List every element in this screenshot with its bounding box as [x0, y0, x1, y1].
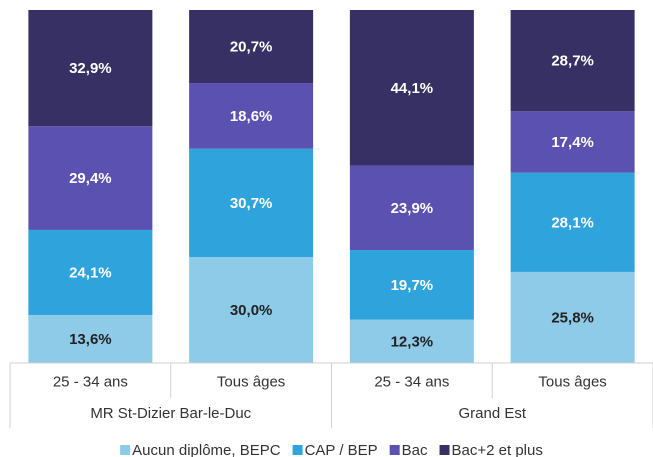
data-label: 44,1%: [391, 80, 434, 97]
bar-segment: [349, 10, 474, 166]
bar-segment: [349, 319, 474, 363]
data-label: 12,3%: [391, 333, 434, 350]
data-label: 25,8%: [551, 309, 594, 326]
data-label: 30,7%: [230, 195, 273, 212]
bar-segment: [510, 111, 635, 173]
data-label: 24,1%: [69, 264, 112, 281]
x-tick-label: Tous âges: [538, 373, 606, 390]
bar-segment: [349, 165, 474, 251]
data-label: 32,9%: [69, 60, 112, 77]
data-label: 30,0%: [230, 302, 273, 319]
data-label: 20,7%: [230, 39, 273, 56]
x-tick-label: 25 - 34 ans: [53, 373, 128, 390]
legend-label: Bac: [402, 442, 428, 457]
x-tick-label: 25 - 34 ans: [374, 373, 449, 390]
bar-segment: [189, 148, 314, 258]
data-label: 29,4%: [69, 170, 112, 187]
legend-swatch: [439, 445, 450, 455]
data-label: 28,7%: [551, 53, 594, 70]
legend-label: Bac+2 et plus: [452, 442, 543, 457]
data-label: 13,6%: [69, 331, 112, 348]
bar-segment: [28, 10, 153, 127]
group-label: MR St-Dizier Bar-le-Duc: [90, 405, 251, 422]
bar-segment: [510, 271, 635, 363]
bar-segment: [189, 10, 314, 84]
data-label: 19,7%: [391, 277, 434, 294]
legend-swatch: [120, 445, 131, 455]
group-label: Grand Est: [458, 405, 526, 422]
legend-label: Aucun diplôme, BEPC: [132, 442, 281, 457]
data-label: 17,4%: [551, 134, 594, 151]
bar-segment: [349, 250, 474, 320]
legend-label: CAP / BEP: [305, 442, 378, 457]
data-label: 18,6%: [230, 108, 273, 125]
bar-segment: [189, 257, 314, 363]
data-label: 28,1%: [551, 214, 594, 231]
legend-swatch: [292, 445, 303, 455]
bar-segment: [510, 10, 635, 112]
x-tick-label: Tous âges: [217, 373, 285, 390]
bar-segment: [28, 126, 153, 230]
data-label: 23,9%: [391, 200, 434, 217]
bar-segment: [189, 83, 314, 149]
bar-segment: [510, 172, 635, 272]
legend-swatch: [389, 445, 400, 455]
bar-segment: [28, 229, 153, 315]
bar-segment: [28, 314, 153, 363]
